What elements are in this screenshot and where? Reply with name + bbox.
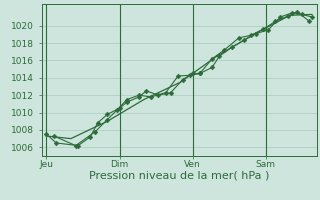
X-axis label: Pression niveau de la mer( hPa ): Pression niveau de la mer( hPa )	[89, 171, 269, 181]
